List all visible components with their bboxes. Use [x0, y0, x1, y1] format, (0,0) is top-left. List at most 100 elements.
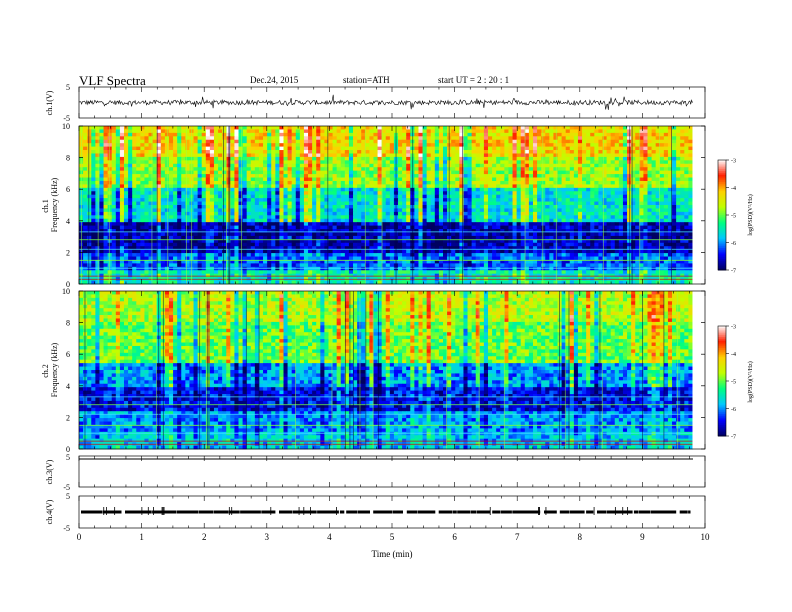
- colorbar-cell: [718, 224, 726, 227]
- colorbar-cell: [718, 417, 726, 420]
- colorbar-tick-label: -7: [731, 269, 736, 275]
- colorbar-cell: [718, 171, 726, 174]
- figure-title: VLF Spectra: [79, 73, 146, 88]
- colorbar-cell: [718, 351, 726, 354]
- ch1-waveform-panel: 5 -5 ch.1(V): [45, 83, 706, 123]
- colorbar-cell: [718, 326, 726, 329]
- colorbar-cell: [718, 377, 726, 380]
- ytick-label: 0: [66, 280, 70, 289]
- xtick-label: 4: [327, 532, 332, 542]
- colorbar-cell: [718, 355, 726, 358]
- colorbar-cell: [718, 211, 726, 214]
- colorbar-cell: [718, 229, 726, 232]
- colorbar-cell: [718, 253, 726, 256]
- colorbar-cell: [718, 189, 726, 192]
- colorbar-cell: [718, 366, 726, 369]
- ch1-spectrogram-ylabel: ch.1 Frequency (kHz): [41, 177, 59, 232]
- ch2-ylabel-line2: Frequency (kHz): [50, 342, 59, 397]
- ch4-ytick-bottom: -5: [63, 524, 70, 533]
- colorbar-cell: [718, 233, 726, 236]
- colorbar-cell: [718, 399, 726, 402]
- colorbar-cell: [718, 220, 726, 223]
- ch1-ytick-bottom: -5: [63, 114, 70, 123]
- colorbar-tick-label: -7: [731, 435, 736, 441]
- ytick-label: 4: [66, 382, 70, 391]
- colorbar-cell: [718, 360, 726, 364]
- xtick-label: 9: [640, 532, 645, 542]
- colorbar-cell: [718, 207, 726, 210]
- ch4-waveform-trace: [81, 507, 691, 515]
- colorbar-cell: [718, 342, 726, 345]
- colorbar-cell: [718, 327, 726, 331]
- colorbar-cell: [718, 161, 726, 165]
- ch2-spectrogram-ylabel: ch.2 Frequency (kHz): [41, 342, 59, 397]
- colorbar-cell: [718, 419, 726, 422]
- colorbar-cell: [718, 255, 726, 258]
- colorbar-cell: [718, 393, 726, 397]
- ch4-ytick-top: 5: [66, 492, 70, 501]
- xtick-label: 5: [390, 532, 395, 542]
- colorbar-cell: [718, 160, 726, 163]
- colorbar-cell: [718, 333, 726, 336]
- ch4-waveform-panel: 5 -5 ch.4(V): [45, 492, 706, 533]
- colorbar-cell: [718, 375, 726, 378]
- colorbar-cell: [718, 191, 726, 194]
- colorbar-cell: [718, 198, 726, 201]
- colorbar-cell: [718, 172, 726, 176]
- colorbar-cell: [718, 395, 726, 398]
- colorbar-cell: [718, 430, 726, 433]
- colorbar-cell: [718, 180, 726, 183]
- colorbar-cell: [718, 209, 726, 212]
- xtick-label: 6: [452, 532, 457, 542]
- ytick-label: 0: [66, 445, 70, 454]
- ch2-ylabel-line1: ch.2: [41, 364, 50, 378]
- colorbar-cell: [718, 178, 726, 181]
- colorbar-cell: [718, 423, 726, 426]
- colorbar-cell: [718, 392, 726, 395]
- colorbar-cell: [718, 397, 726, 400]
- xtick-label: 0: [77, 532, 82, 542]
- ch1-colorbar: -3 -4 -5 -6 -7: [717, 159, 736, 275]
- colorbar-cell: [718, 165, 726, 168]
- ch1-ylabel-line1: ch.1: [41, 199, 50, 213]
- colorbar-cell: [718, 238, 726, 242]
- colorbar-cell: [718, 388, 726, 391]
- ch4-waveform-ylabel: ch.4(V): [45, 499, 54, 524]
- colorbar-cell: [718, 384, 726, 387]
- ch3-waveform-ylabel: ch.3(V): [45, 459, 54, 484]
- colorbar-cell: [718, 251, 726, 254]
- colorbar-cell: [718, 218, 726, 221]
- colorbar-cell: [718, 403, 726, 406]
- colorbar-cell: [718, 412, 726, 415]
- colorbar-tick-label: -4: [731, 352, 736, 358]
- colorbar-cell: [718, 410, 726, 413]
- colorbar-cell: [718, 202, 726, 205]
- colorbar-cell: [718, 193, 726, 196]
- colorbar-cell: [718, 242, 726, 245]
- colorbar-cell: [718, 428, 726, 431]
- ytick-label: 4: [66, 217, 70, 226]
- colorbar-cell: [718, 406, 726, 409]
- colorbar-cell: [718, 235, 726, 238]
- colorbar-cell: [718, 414, 726, 417]
- colorbar-cell: [718, 362, 726, 365]
- ytick-label: 6: [66, 185, 70, 194]
- colorbar-cell: [718, 187, 726, 190]
- ytick-label: 2: [66, 413, 70, 422]
- ytick-label: 6: [66, 350, 70, 359]
- colorbar-cell: [718, 329, 726, 332]
- colorbar-cell: [718, 244, 726, 247]
- ch2-colorbar: -3 -4 -5 -6 -7: [717, 325, 736, 441]
- colorbar-cell: [718, 404, 726, 408]
- colorbar-cell: [718, 257, 726, 260]
- colorbar-cell: [718, 248, 726, 251]
- colorbar-cell: [718, 359, 726, 362]
- colorbar-cell: [718, 237, 726, 240]
- colorbar-cell: [718, 262, 726, 265]
- colorbar-cell: [718, 231, 726, 234]
- colorbar-cell: [718, 340, 726, 343]
- date-label: Dec.24, 2015: [250, 75, 299, 85]
